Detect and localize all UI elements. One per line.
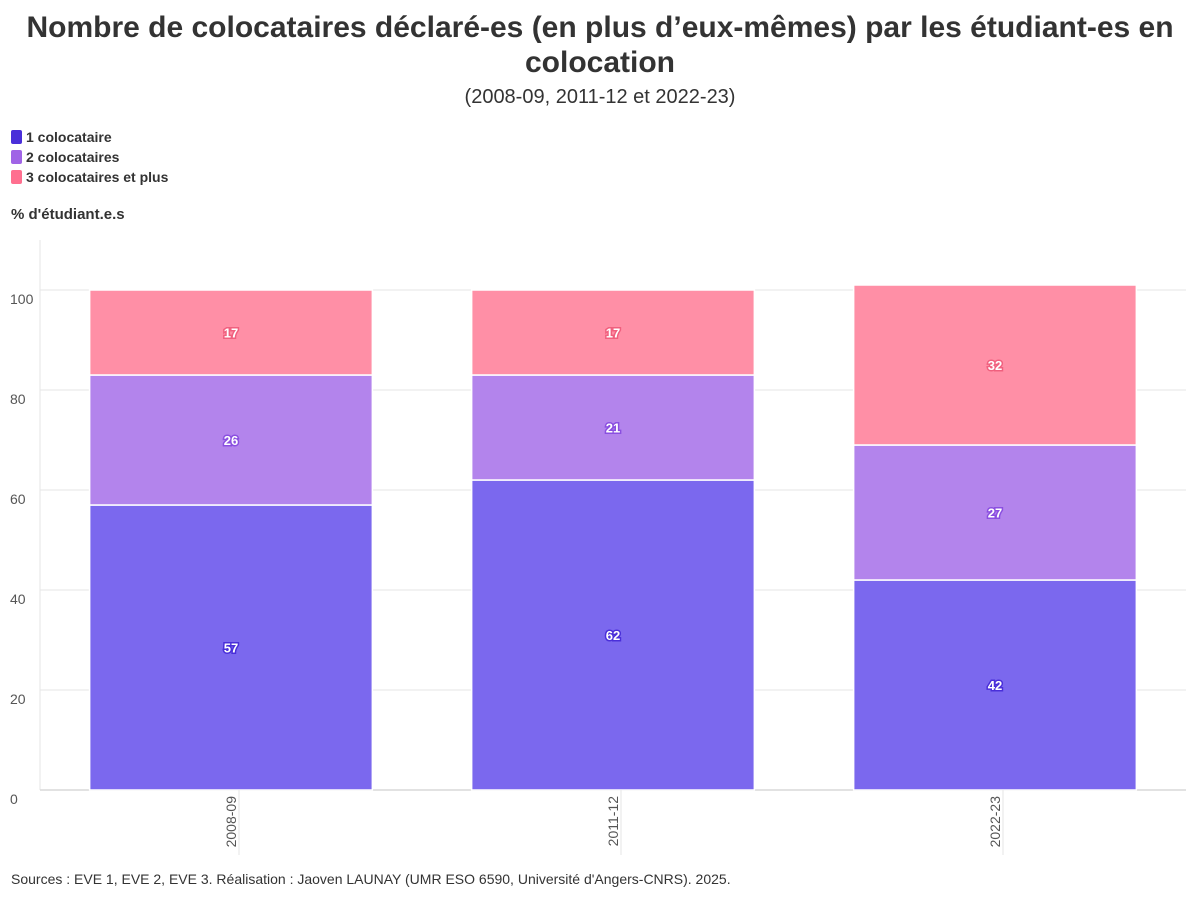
y-tick-label: 80 — [10, 391, 26, 407]
data-label: 57 — [224, 641, 238, 656]
legend: 1 colocataire 2 colocataires 3 colocataire… — [11, 127, 168, 187]
chart-title: Nombre de colocataires déclaré-es (en pl… — [26, 11, 1174, 79]
bar-segment — [470, 479, 756, 791]
data-label: 26 — [224, 433, 238, 448]
legend-item-2[interactable]: 2 colocataires — [11, 147, 168, 167]
legend-label: 1 colocataire — [26, 129, 112, 145]
x-tick-label: 2011-12 — [605, 796, 621, 847]
bar-segment — [852, 444, 1138, 581]
legend-swatch — [11, 170, 22, 184]
data-label: 32 — [988, 358, 1002, 373]
data-label: 27 — [988, 506, 1002, 521]
x-tick-label: 2008-09 — [223, 796, 239, 848]
bar-segment — [852, 579, 1138, 791]
legend-item-3[interactable]: 3 colocataires et plus — [11, 167, 168, 187]
bar-segment — [470, 374, 756, 481]
data-label: 62 — [606, 628, 620, 643]
y-axis-title: % d'étudiant.e.s — [11, 206, 125, 223]
legend-item-1[interactable]: 1 colocataire — [11, 127, 168, 147]
bar-segment — [88, 289, 374, 376]
y-tick-label: 0 — [10, 791, 18, 807]
y-tick-label: 40 — [10, 591, 26, 607]
bar-segment — [470, 289, 756, 376]
legend-label: 2 colocataires — [26, 149, 120, 165]
legend-label: 3 colocataires et plus — [26, 169, 169, 185]
bar-segment — [852, 284, 1138, 446]
legend-swatch — [11, 130, 22, 144]
x-tick-label: 2022-23 — [987, 796, 1003, 848]
data-label: 17 — [224, 326, 238, 341]
data-label: 17 — [606, 326, 620, 341]
y-tick-label: 100 — [10, 291, 34, 307]
legend-swatch — [11, 150, 22, 164]
data-label: 21 — [606, 421, 620, 436]
data-label: 42 — [988, 678, 1002, 693]
y-tick-label: 20 — [10, 691, 26, 707]
chart-subtitle: (2008-09, 2011-12 et 2022-23) — [464, 86, 736, 108]
y-tick-label: 60 — [10, 491, 26, 507]
bar-segment — [88, 504, 374, 791]
source-note: Sources : EVE 1, EVE 2, EVE 3. Réalisati… — [11, 871, 731, 887]
